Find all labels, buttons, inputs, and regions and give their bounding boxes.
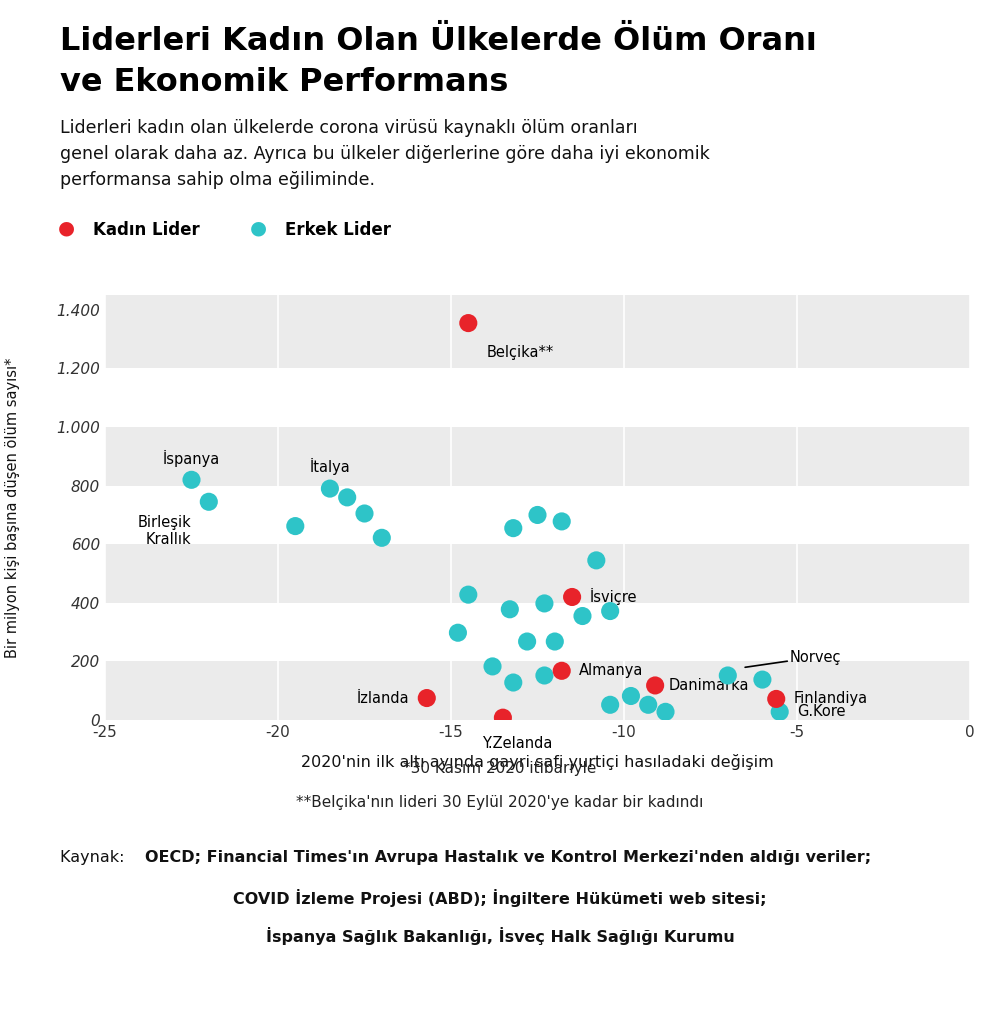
Point bbox=[530, 507, 546, 523]
Point bbox=[374, 529, 390, 546]
Point bbox=[201, 493, 217, 510]
Point bbox=[322, 481, 338, 497]
Text: Birleşik
Krallık: Birleşik Krallık bbox=[138, 515, 192, 547]
Point bbox=[536, 595, 552, 611]
Point bbox=[768, 691, 784, 708]
Point bbox=[754, 671, 770, 688]
Text: Norveç: Norveç bbox=[745, 650, 842, 667]
Point bbox=[588, 552, 604, 569]
Point bbox=[356, 506, 372, 522]
Point bbox=[574, 608, 590, 625]
Text: İsviçre: İsviçre bbox=[589, 588, 637, 605]
Point bbox=[623, 688, 639, 704]
Point bbox=[536, 667, 552, 684]
X-axis label: 2020'nin ilk altı ayında gayri safi yurtiçi hasıladaki değişim: 2020'nin ilk altı ayında gayri safi yurt… bbox=[301, 754, 774, 770]
Text: OECD; Financial Times'ın Avrupa Hastalık ve Kontrol Merkezi'nden aldığı veriler;: OECD; Financial Times'ın Avrupa Hastalık… bbox=[145, 850, 871, 864]
Text: Bir milyon kişi başına düşen ölüm sayısı*: Bir milyon kişi başına düşen ölüm sayısı… bbox=[5, 357, 21, 658]
Text: **Belçika'nın lideri 30 Eylül 2020'ye kadar bir kadındı: **Belçika'nın lideri 30 Eylül 2020'ye ka… bbox=[296, 795, 704, 809]
Bar bbox=[105, 486, 970, 544]
Point bbox=[505, 674, 521, 691]
Point bbox=[554, 513, 570, 529]
Point bbox=[460, 586, 476, 603]
Text: İspanya: İspanya bbox=[163, 450, 220, 466]
Point bbox=[502, 601, 518, 617]
Point bbox=[640, 696, 656, 713]
Text: COVID İzleme Projesi (ABD); İngiltere Hükümeti web sitesi;: COVID İzleme Projesi (ABD); İngiltere Hü… bbox=[233, 889, 767, 906]
Point bbox=[772, 703, 788, 720]
Point bbox=[450, 625, 466, 641]
Text: İzlanda: İzlanda bbox=[357, 691, 409, 706]
Point bbox=[720, 667, 736, 684]
Point bbox=[485, 658, 501, 674]
Text: Kadın Lider: Kadın Lider bbox=[93, 221, 200, 239]
Point bbox=[505, 520, 521, 537]
Bar bbox=[105, 369, 970, 427]
Point bbox=[460, 315, 476, 332]
Text: Liderleri kadın olan ülkelerde corona virüsü kaynaklı ölüm oranları
genel olarak: Liderleri kadın olan ülkelerde corona vi… bbox=[60, 119, 710, 189]
Text: Liderleri Kadın Olan Ülkelerde Ölüm Oranı: Liderleri Kadın Olan Ülkelerde Ölüm Oran… bbox=[60, 26, 817, 57]
Text: Danimarka: Danimarka bbox=[669, 678, 749, 693]
Point bbox=[554, 662, 570, 679]
Text: İtalya: İtalya bbox=[310, 458, 350, 476]
Text: ve Ekonomik Performans: ve Ekonomik Performans bbox=[60, 67, 508, 98]
Text: G.Kore: G.Kore bbox=[797, 704, 846, 719]
Text: Almanya: Almanya bbox=[579, 663, 643, 679]
Text: Y.Zelanda: Y.Zelanda bbox=[482, 737, 552, 751]
Text: Finlandiya: Finlandiya bbox=[794, 691, 868, 707]
Point bbox=[419, 690, 435, 707]
Point bbox=[287, 518, 303, 535]
Text: Sözcü: Sözcü bbox=[471, 983, 549, 1008]
Point bbox=[339, 489, 355, 506]
Point bbox=[495, 710, 511, 726]
Text: *30 Kasım 2020 itibariyle: *30 Kasım 2020 itibariyle bbox=[403, 761, 597, 776]
Point bbox=[658, 703, 674, 720]
Point bbox=[564, 588, 580, 605]
Point bbox=[647, 678, 663, 694]
Text: .com.tr: .com.tr bbox=[574, 1004, 614, 1013]
Point bbox=[547, 633, 563, 650]
Point bbox=[519, 633, 535, 650]
Text: Erkek Lider: Erkek Lider bbox=[285, 221, 391, 239]
Text: Kaynak:: Kaynak: bbox=[60, 850, 130, 864]
Text: ●: ● bbox=[250, 219, 267, 237]
Bar bbox=[105, 603, 970, 661]
Text: Belçika**: Belçika** bbox=[487, 345, 554, 361]
Text: İspanya Sağlık Bakanlığı, İsveç Halk Sağlığı Kurumu: İspanya Sağlık Bakanlığı, İsveç Halk Sağ… bbox=[266, 927, 734, 945]
Point bbox=[602, 696, 618, 713]
Point bbox=[184, 471, 200, 488]
Point bbox=[602, 603, 618, 620]
Text: ●: ● bbox=[58, 219, 75, 237]
